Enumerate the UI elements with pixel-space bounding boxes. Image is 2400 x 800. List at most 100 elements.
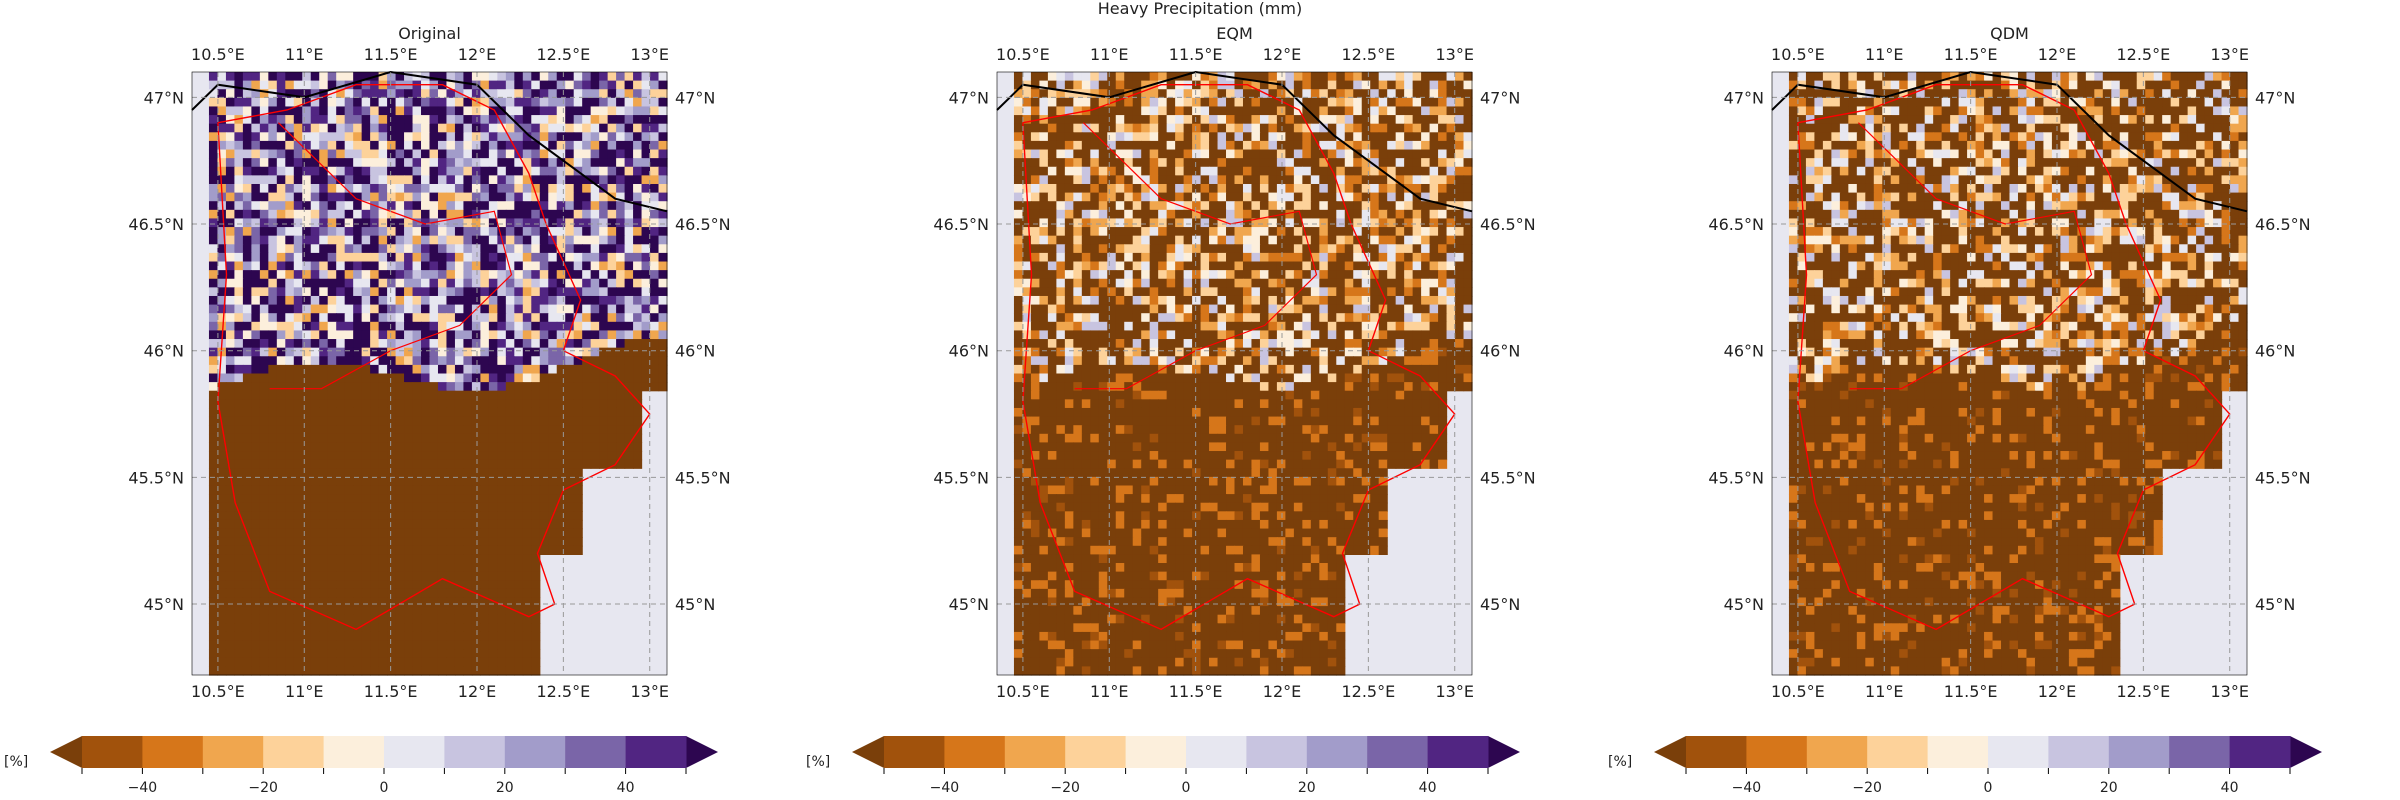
map-cell xyxy=(1234,115,1244,125)
map-cell xyxy=(1209,89,1219,99)
map-cell xyxy=(1124,80,1134,90)
map-cell xyxy=(1276,140,1286,151)
map-cell xyxy=(531,321,541,332)
map-cell xyxy=(1115,183,1125,194)
map-cell xyxy=(361,252,371,263)
map-cell xyxy=(1370,123,1380,133)
map-cell xyxy=(251,140,261,151)
map-cell xyxy=(327,373,337,383)
map-cell xyxy=(344,347,354,357)
map-cell xyxy=(378,235,388,245)
map-cell xyxy=(1166,261,1176,271)
map-cell xyxy=(582,451,592,461)
map-cell xyxy=(1166,295,1176,306)
map-cell xyxy=(454,115,465,125)
map-cell xyxy=(285,295,295,306)
map-cell xyxy=(234,571,244,581)
map-cell xyxy=(276,399,286,409)
map-cell xyxy=(1056,132,1066,142)
map-cell xyxy=(1107,149,1117,159)
map-cell xyxy=(1455,149,1465,159)
map-cell xyxy=(208,218,219,228)
map-cell xyxy=(336,459,346,469)
map-cell xyxy=(522,597,532,607)
map-cell xyxy=(1353,218,1363,228)
map-cell xyxy=(378,261,388,271)
map-cell xyxy=(268,416,278,426)
map-cell xyxy=(531,614,541,624)
map-cell xyxy=(1115,218,1125,228)
map-cell xyxy=(522,545,532,555)
map-cell xyxy=(1259,149,1270,159)
map-cell xyxy=(361,425,371,435)
map-cell xyxy=(463,132,473,142)
map-cell xyxy=(1463,201,1473,211)
map-cell xyxy=(327,201,337,211)
map-cell xyxy=(463,425,473,435)
map-cell xyxy=(590,339,600,349)
map-cell xyxy=(327,459,337,469)
map-cell xyxy=(208,166,219,176)
map-cell xyxy=(336,330,346,340)
map-cell xyxy=(590,459,600,469)
map-cell xyxy=(1039,166,1049,176)
map-cell xyxy=(378,115,388,125)
map-cell xyxy=(599,442,609,452)
map-cell xyxy=(378,278,388,288)
map-cell xyxy=(641,209,651,220)
map-cell xyxy=(1149,183,1159,194)
map-cell xyxy=(1115,166,1125,176)
map-cell xyxy=(522,407,532,418)
map-cell xyxy=(1319,72,1329,82)
map-cell xyxy=(1378,270,1388,280)
map-cell xyxy=(1387,278,1397,288)
map-cell xyxy=(633,304,643,314)
map-cell xyxy=(1192,261,1202,271)
map-cell xyxy=(302,347,312,357)
map-cell xyxy=(302,209,312,220)
map-cell xyxy=(1429,295,1439,306)
map-cell xyxy=(522,563,532,573)
map-cell xyxy=(1209,115,1219,125)
map-cell xyxy=(480,614,490,624)
map-cell xyxy=(1336,295,1346,306)
map-cell xyxy=(276,321,286,332)
map-cell xyxy=(1124,132,1134,142)
map-cell xyxy=(353,649,363,659)
map-cell xyxy=(1064,209,1074,220)
map-cell xyxy=(1387,270,1397,280)
map-cell xyxy=(463,666,473,676)
map-cell xyxy=(344,451,354,461)
map-cell xyxy=(1395,218,1405,228)
map-cell xyxy=(522,313,532,323)
map-cell xyxy=(1124,295,1134,306)
map-cell xyxy=(1302,270,1312,280)
map-cell xyxy=(310,407,320,418)
map-cell xyxy=(1039,149,1049,159)
map-cell xyxy=(480,192,490,202)
map-cell xyxy=(378,304,388,314)
map-cell xyxy=(429,235,439,245)
map-cell xyxy=(1030,278,1041,288)
map-cell xyxy=(1098,261,1108,271)
map-cell xyxy=(607,442,617,452)
map-cell xyxy=(658,158,668,168)
map-cell xyxy=(1429,115,1439,125)
map-cell xyxy=(319,106,329,116)
map-cell xyxy=(234,356,244,366)
map-cell xyxy=(454,416,465,426)
map-cell xyxy=(573,373,583,383)
map-cell xyxy=(505,235,515,245)
map-cell xyxy=(361,347,371,357)
map-cell xyxy=(276,390,286,400)
map-cell xyxy=(387,321,397,332)
map-cell xyxy=(556,244,566,254)
map-cell xyxy=(1217,278,1227,288)
map-cell xyxy=(268,80,278,90)
map-cell xyxy=(1293,158,1303,168)
map-cell xyxy=(1200,235,1210,245)
map-cell xyxy=(242,209,252,220)
map-cell xyxy=(1276,235,1286,245)
map-cell xyxy=(590,330,600,340)
map-cell xyxy=(1387,295,1397,306)
